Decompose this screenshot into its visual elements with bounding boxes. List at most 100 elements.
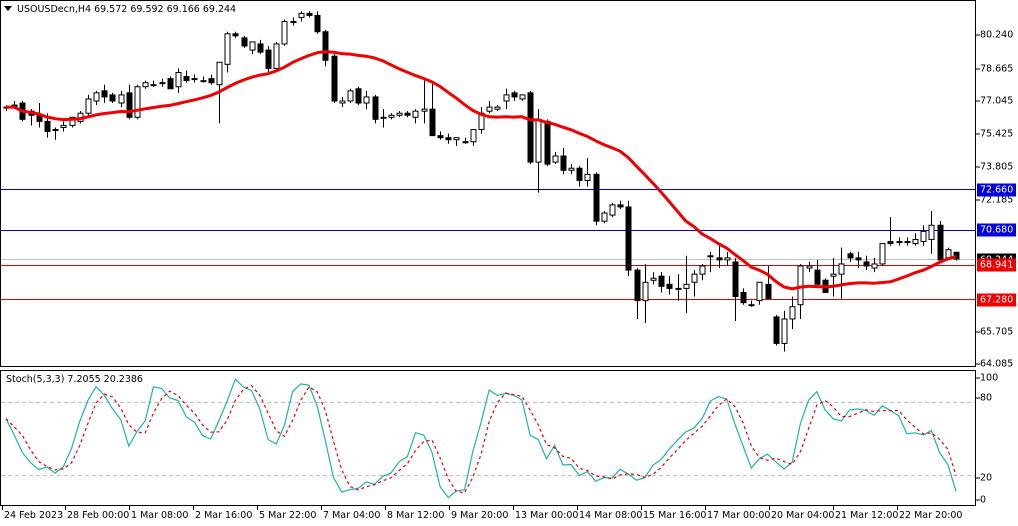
bull-candle (830, 273, 837, 277)
bull-candle (134, 86, 141, 118)
price-axis-label: 78.665 (980, 63, 1014, 75)
bull-candle (535, 118, 542, 163)
price-axis-label: 73.805 (980, 161, 1014, 173)
bull-candle (216, 61, 223, 86)
bear-candle (126, 92, 133, 118)
bear-candle (544, 120, 551, 165)
bear-candle (232, 33, 239, 37)
stoch-axis-label: 0 (980, 494, 987, 506)
bull-candle (904, 241, 911, 244)
bull-candle (200, 80, 207, 83)
bear-candle (716, 257, 723, 261)
bear-candle (937, 224, 944, 261)
time-axis-label: 15 Mar 16:00 (643, 510, 707, 521)
price-tag: 68.941 (977, 258, 1016, 272)
bear-candle (666, 283, 673, 289)
bear-candle (634, 269, 641, 302)
bull-candle (421, 108, 428, 112)
bull-candle (412, 110, 419, 118)
bear-candle (429, 108, 436, 137)
bull-candle (380, 116, 387, 119)
bull-candle (584, 173, 591, 181)
bull-candle (928, 224, 935, 241)
bull-candle (363, 96, 370, 104)
stoch-pane-border (0, 370, 976, 506)
time-axis-label: 2 Mar 16:00 (195, 510, 253, 521)
price-axis-label: 80.240 (980, 29, 1014, 41)
bull-candle (150, 84, 157, 87)
bull-candle (609, 204, 616, 216)
time-axis-label: 7 Mar 04:00 (323, 510, 381, 521)
bull-candle (724, 257, 731, 261)
bull-candle (273, 43, 280, 69)
chart-title: USOUSDecn,H4 69.572 69.592 69.166 69.244 (4, 4, 236, 15)
bull-candle (650, 277, 657, 281)
bull-candle (281, 21, 288, 45)
time-axis-label: 22 Mar 20:00 (899, 510, 963, 521)
price-tag: 70.680 (977, 223, 1016, 237)
bear-candle (765, 283, 772, 300)
bull-candle (52, 129, 59, 132)
bear-candle (732, 261, 739, 298)
bull-candle (683, 283, 690, 289)
bull-candle (789, 306, 796, 320)
triangle-down-icon[interactable] (4, 6, 12, 11)
bull-candle (642, 281, 649, 302)
bull-candle (912, 239, 919, 245)
time-axis-label: 13 Mar 00:00 (515, 510, 579, 521)
bull-candle (838, 263, 845, 275)
stoch-axis-label: 20 (980, 472, 993, 484)
bull-candle (519, 94, 526, 100)
bear-candle (167, 78, 174, 90)
bull-candle (224, 33, 231, 65)
bear-candle (887, 241, 894, 245)
bear-candle (814, 269, 821, 285)
bear-candle (560, 155, 567, 171)
bull-candle (462, 141, 469, 144)
bear-candle (863, 261, 870, 267)
bear-candle (740, 291, 747, 304)
bull-candle (93, 92, 100, 102)
bull-candle (175, 71, 182, 88)
bull-candle (675, 287, 682, 290)
bear-candle (183, 76, 190, 82)
bull-candle (756, 281, 763, 302)
bull-candle (781, 318, 788, 344)
bull-candle (347, 90, 354, 102)
bear-candle (208, 78, 215, 84)
time-axis-label: 14 Mar 08:00 (579, 510, 643, 521)
bull-candle (453, 137, 460, 141)
bear-candle (855, 257, 862, 261)
stoch-axis-label: 80 (980, 392, 993, 404)
bull-candle (920, 230, 927, 243)
moving-average-line (6, 50, 957, 291)
bull-candle (191, 78, 198, 81)
bull-candle (142, 82, 149, 88)
time-axis-label: 21 Mar 12:00 (835, 510, 899, 521)
price-axis-label: 72.185 (980, 194, 1014, 206)
bull-candle (159, 82, 166, 85)
bear-candle (109, 94, 116, 102)
time-axis-label: 8 Mar 12:00 (387, 510, 445, 521)
stoch-d-line (5, 384, 957, 494)
bull-candle (806, 265, 813, 269)
bull-candle (69, 116, 76, 126)
price-axis-label: 65.705 (980, 326, 1014, 338)
bull-candle (707, 255, 714, 258)
bear-candle (331, 55, 338, 102)
time-axis-label: 5 Mar 22:00 (259, 510, 317, 521)
bull-candle (290, 21, 297, 24)
bear-candle (527, 92, 534, 163)
bear-candle (265, 49, 272, 69)
bear-candle (404, 112, 411, 116)
time-axis-label: 28 Feb 00:00 (67, 510, 130, 521)
time-axis-label: 17 Mar 00:00 (707, 510, 771, 521)
bear-candle (617, 204, 624, 208)
time-axis-label: 9 Mar 20:00 (451, 510, 509, 521)
bull-candle (797, 265, 804, 306)
bear-candle (593, 173, 600, 222)
bull-candle (691, 273, 698, 283)
price-axis-label: 75.425 (980, 128, 1014, 140)
bear-candle (314, 14, 321, 33)
